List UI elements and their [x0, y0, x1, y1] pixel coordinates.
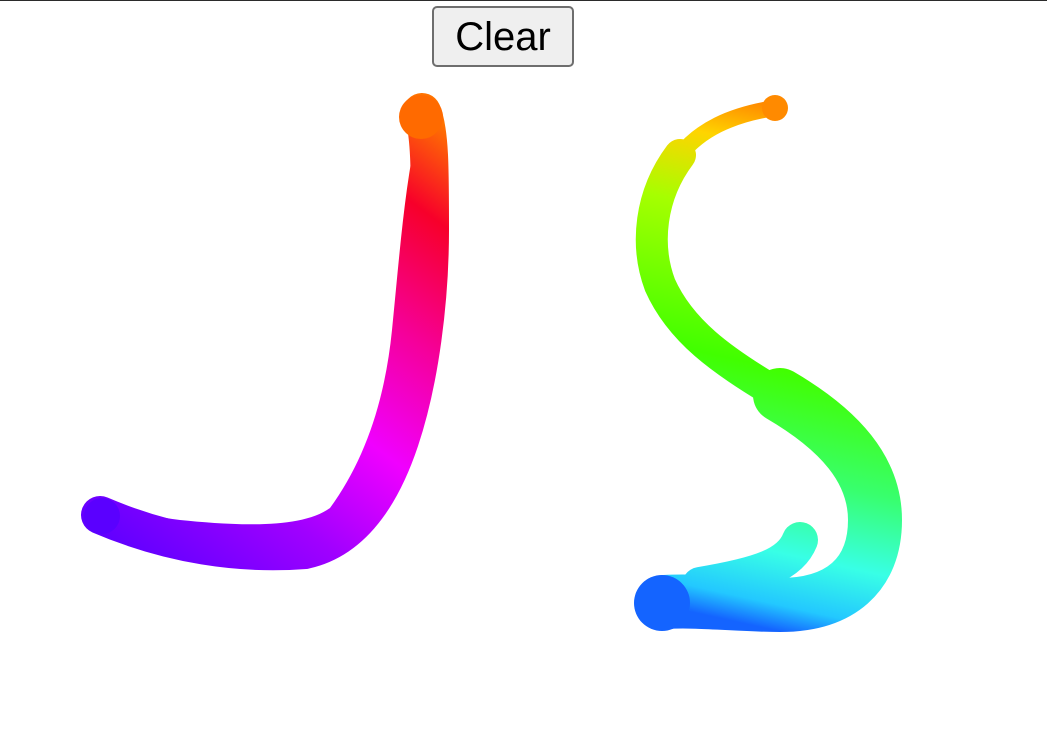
drawing-canvas[interactable]	[0, 75, 1047, 730]
stroke-two-start-dot	[762, 95, 788, 121]
stroke-two-body-inner	[682, 522, 818, 603]
stroke-one-start-dot	[84, 498, 120, 534]
stroke-one-end-dot	[399, 95, 443, 139]
stroke-two-body-thick	[638, 368, 903, 633]
stroke-two	[634, 95, 903, 633]
clear-button[interactable]: Clear	[432, 6, 574, 67]
stroke-two-body-mid	[635, 139, 796, 411]
stroke-two-end-dot	[634, 575, 690, 631]
stroke-one-body-thick	[81, 93, 450, 571]
stroke-one-taper	[97, 507, 318, 559]
top-divider	[0, 0, 1047, 1]
stroke-one	[81, 93, 450, 571]
